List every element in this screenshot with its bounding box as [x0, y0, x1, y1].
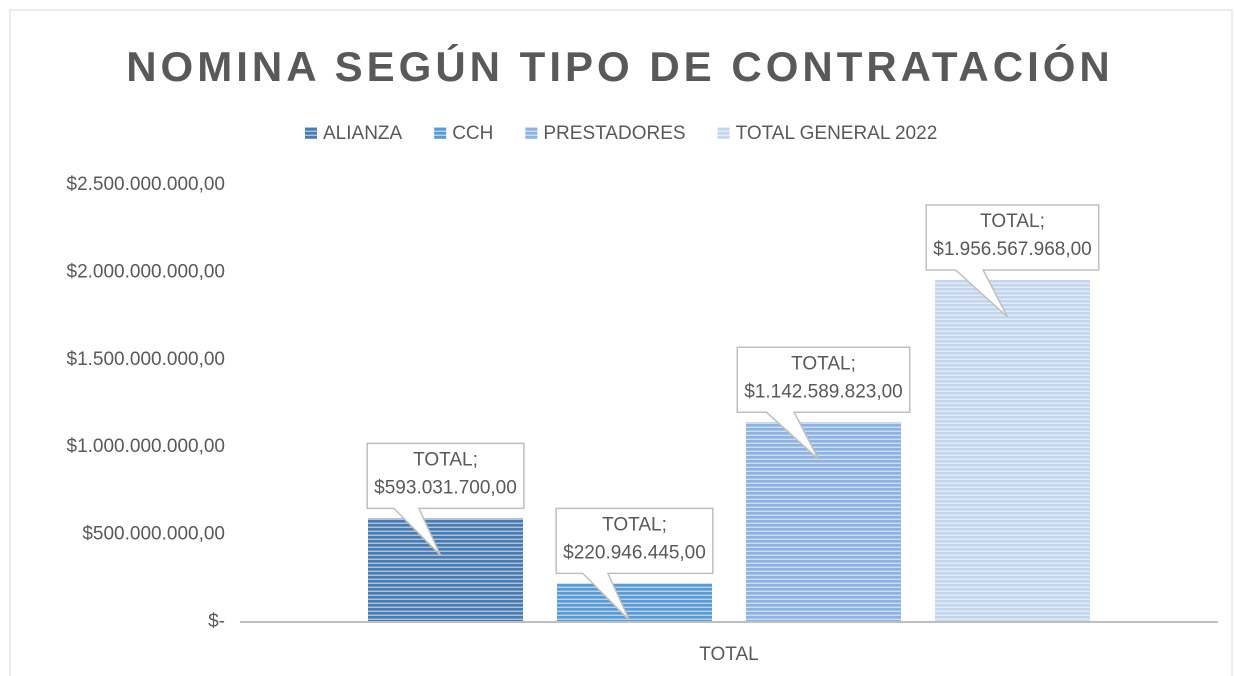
y-tick-label: $2.000.000.000,00	[67, 261, 226, 282]
legend-swatch	[305, 127, 317, 139]
y-tick-label: $500.000.000,00	[82, 524, 225, 545]
x-tick-label: TOTAL	[699, 644, 758, 665]
data-label: TOTAL; $1.956.567.968,00	[925, 204, 1100, 318]
data-label: TOTAL; $593.031.700,00	[366, 442, 525, 556]
data-label-text: TOTAL; $220.946.445,00	[563, 514, 706, 563]
data-label-box	[925, 204, 1100, 318]
data-label-box	[366, 442, 525, 556]
legend-label: PRESTADORES	[543, 123, 685, 144]
data-label-box	[736, 346, 911, 460]
y-tick-label: $-	[208, 611, 225, 632]
legend-label: ALIANZA	[323, 123, 403, 144]
data-label: TOTAL; $1.142.589.823,00	[736, 346, 911, 460]
y-tick-label: $2.500.000.000,00	[67, 174, 226, 195]
legend-label: TOTAL GENERAL 2022	[736, 123, 938, 144]
bar	[746, 422, 901, 622]
legend-swatch	[717, 127, 730, 139]
bar	[557, 583, 712, 622]
legend-swatch	[525, 127, 538, 139]
legend-label: CCH	[452, 123, 493, 144]
data-label: TOTAL; $220.946.445,00	[555, 507, 714, 621]
y-tick-label: $1.000.000.000,00	[67, 436, 226, 457]
data-label-box	[555, 507, 714, 621]
bar	[368, 518, 523, 622]
chart-title: NOMINA SEGÚN TIPO DE CONTRATACIÓN	[126, 42, 1114, 90]
legend-swatch	[434, 127, 447, 139]
data-label-text: TOTAL; $593.031.700,00	[374, 449, 517, 498]
bar	[935, 279, 1090, 622]
data-label-text: TOTAL; $1.142.589.823,00	[744, 353, 903, 402]
y-tick-label: $1.500.000.000,00	[67, 349, 226, 370]
data-label-text: TOTAL; $1.956.567.968,00	[933, 211, 1092, 260]
